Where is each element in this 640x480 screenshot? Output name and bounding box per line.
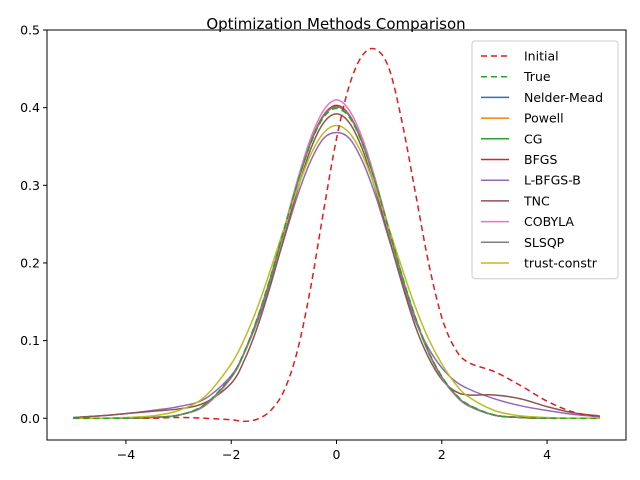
series-line-tnc [73,113,600,419]
x-tick-label: 2 [438,447,446,462]
legend-label-cg: CG [524,131,542,146]
x-tick-label: −2 [222,447,240,462]
legend: Initial True Nelder-Mead Powell CG BFGS L-BFGS… [471,40,619,280]
series-line-l-bfgs-b [73,131,600,419]
legend-box [471,40,619,280]
y-tick-label: 0.2 [20,255,40,270]
y-tick-label: 0.1 [20,333,40,348]
legend-label-cobyla: COBYLA [524,214,574,229]
x-tick-label: 0 [333,447,341,462]
legend-label-nelder-mead: Nelder-Mead [524,90,603,105]
series-line-initial [73,47,600,423]
legend-label-true: True [523,69,551,84]
plot-lines [73,47,600,423]
series-line-trust-constr [73,124,600,420]
x-tick-label: 4 [543,447,551,462]
legend-label-initial: Initial [524,49,559,64]
legend-label-tnc: TNC [523,193,550,208]
chart-title: Optimization Methods Comparison [206,15,465,33]
y-tick-label: 0.4 [20,100,40,115]
y-tick-label: 0.3 [20,178,40,193]
legend-label-slsqp: SLSQP [524,235,565,250]
legend-label-powell: Powell [524,111,564,126]
y-axis: 0.0 0.1 0.2 0.3 0.4 0.5 [20,23,47,426]
y-tick-label: 0.5 [20,23,40,38]
legend-label-bfgs: BFGS [524,152,557,167]
legend-label-l-bfgs-b: L-BFGS-B [524,173,581,188]
legend-label-trust-constr: trust-constr [524,256,598,271]
x-axis: −4 −2 0 2 4 [117,440,551,462]
x-tick-label: −4 [117,447,135,462]
series-line-true [73,107,600,420]
y-tick-label: 0.0 [20,411,40,426]
